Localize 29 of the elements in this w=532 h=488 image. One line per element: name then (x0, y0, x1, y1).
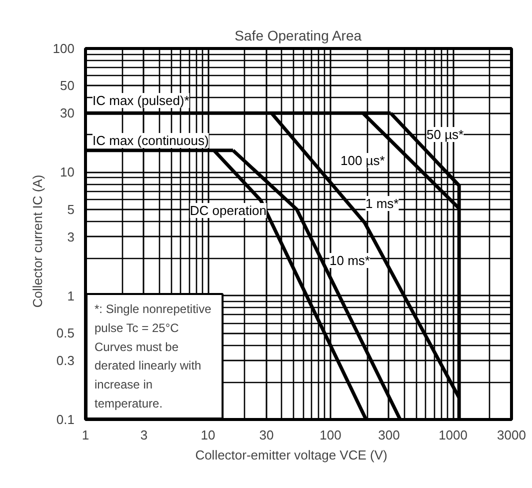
x-tick-label: 3 (140, 428, 148, 442)
y-tick-label: 0.3 (56, 352, 75, 368)
series-label: 50 µs* (426, 127, 464, 142)
series-label: IC max (pulsed)* (92, 93, 190, 108)
x-tick-label: 3000 (497, 428, 526, 442)
y-tick-label: 100 (52, 41, 75, 56)
y-tick-label: 5 (67, 202, 75, 217)
x-tick-label: 1000 (438, 428, 468, 442)
y-tick-label: 0.5 (56, 326, 75, 341)
y-axis-title: Collector current IC (A) (30, 174, 45, 308)
series-label: IC max (continuous) (92, 133, 209, 148)
x-tick-label: 100 (320, 428, 342, 442)
y-tick-label: 3 (67, 229, 75, 244)
series-label: 100 µs* (340, 153, 385, 168)
annotation: *: Single nonrepetitive pulse Tc = 25°C Curves must be derated linearly with increase in temperature. (94, 302, 212, 410)
series-label: 10 ms* (330, 253, 370, 268)
x-tick-label: 10 (200, 428, 216, 442)
series-label: DC operation (190, 203, 267, 218)
x-tick-label: 300 (378, 428, 400, 442)
y-tick-label: 10 (60, 164, 75, 180)
y-tick-label: 1 (67, 288, 75, 304)
chart-title: Safe Operating Area (234, 28, 362, 44)
x-tick-label: 30 (259, 428, 274, 442)
series-label: 1 ms* (366, 196, 399, 211)
y-tick-label: 50 (60, 78, 75, 94)
x-tick-label: 1 (82, 428, 90, 442)
y-tick-label: 30 (60, 106, 75, 121)
x-axis-title: Collector-emitter voltage VCE (V) (195, 448, 388, 462)
y-tick-label: 0.1 (56, 412, 75, 427)
